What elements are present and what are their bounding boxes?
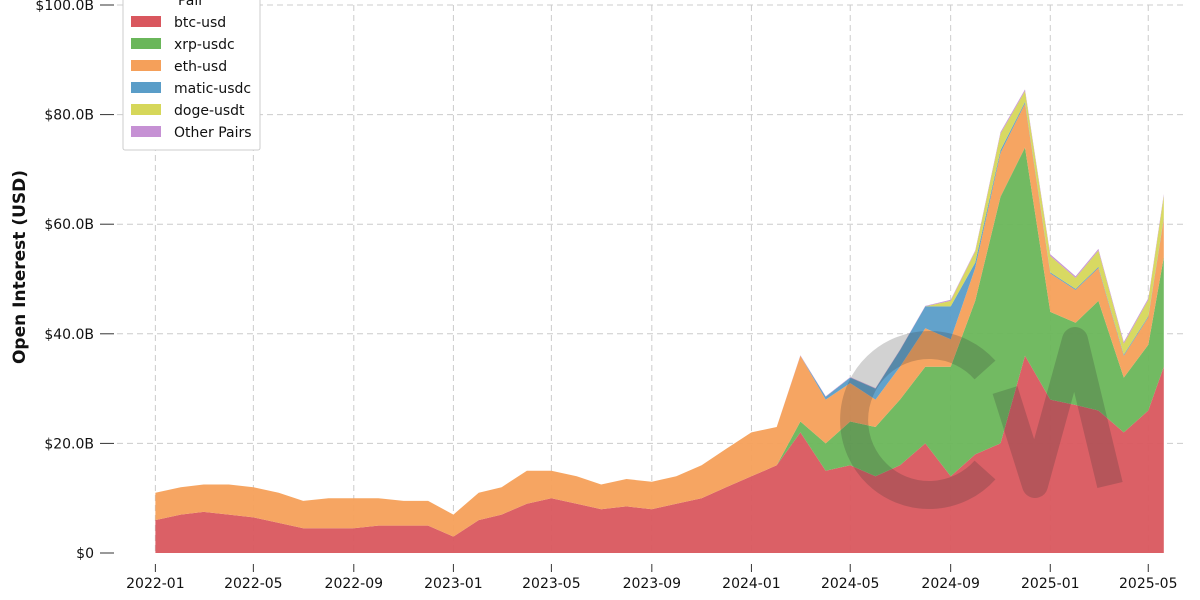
area-btc-usd [155,355,1164,553]
x-tick-label: 2024-09 [921,576,980,592]
legend-label: eth-usd [174,59,227,75]
legend-swatch [131,126,161,137]
x-tick-label: 2022-05 [224,576,283,592]
legend-label: matic-usdc [174,81,251,97]
y-tick-label: $40.0B [44,327,94,343]
x-tick-label: 2024-05 [821,576,880,592]
area-xrp-usdc [155,147,1164,537]
x-tick-label: 2023-09 [623,576,682,592]
x-tick-label: 2022-09 [325,576,384,592]
legend-swatch [131,38,161,49]
x-tick-label: 2024-01 [722,576,781,592]
legend[interactable]: Pair btc-usd xrp-usdc eth-usd matic-usdc doge… [122,0,261,151]
x-tick-label: 2025-01 [1021,576,1080,592]
legend-label: btc-usd [174,15,226,31]
legend-label: Other Pairs [174,125,252,141]
legend-label: doge-usdt [174,103,245,119]
x-tick-label: 2025-05 [1119,576,1178,592]
x-tick-label: 2022-01 [126,576,185,592]
legend-title: Pair [178,0,204,9]
x-tick-label: 2023-01 [424,576,483,592]
x-tick-label: 2023-05 [522,576,581,592]
axes: $0 $20.0B $40.0B $60.0B $80.0B $100.0B 2022-01… [35,0,1177,592]
y-tick-label: $100.0B [35,0,94,14]
watermark-logo [840,327,1123,509]
area-eth-usd [155,103,1164,537]
y-tick-label: $60.0B [44,217,94,233]
legend-swatch [131,16,161,27]
stacked-areas [155,89,1164,553]
y-tick-label: $0 [76,546,94,562]
y-tick-label: $80.0B [44,108,94,124]
legend-label: xrp-usdc [174,37,235,53]
legend-swatch [131,60,161,71]
legend-swatch [131,82,161,93]
y-axis-label: Open Interest (USD) [10,170,30,364]
legend-swatch [131,104,161,115]
y-tick-label: $20.0B [44,436,94,452]
